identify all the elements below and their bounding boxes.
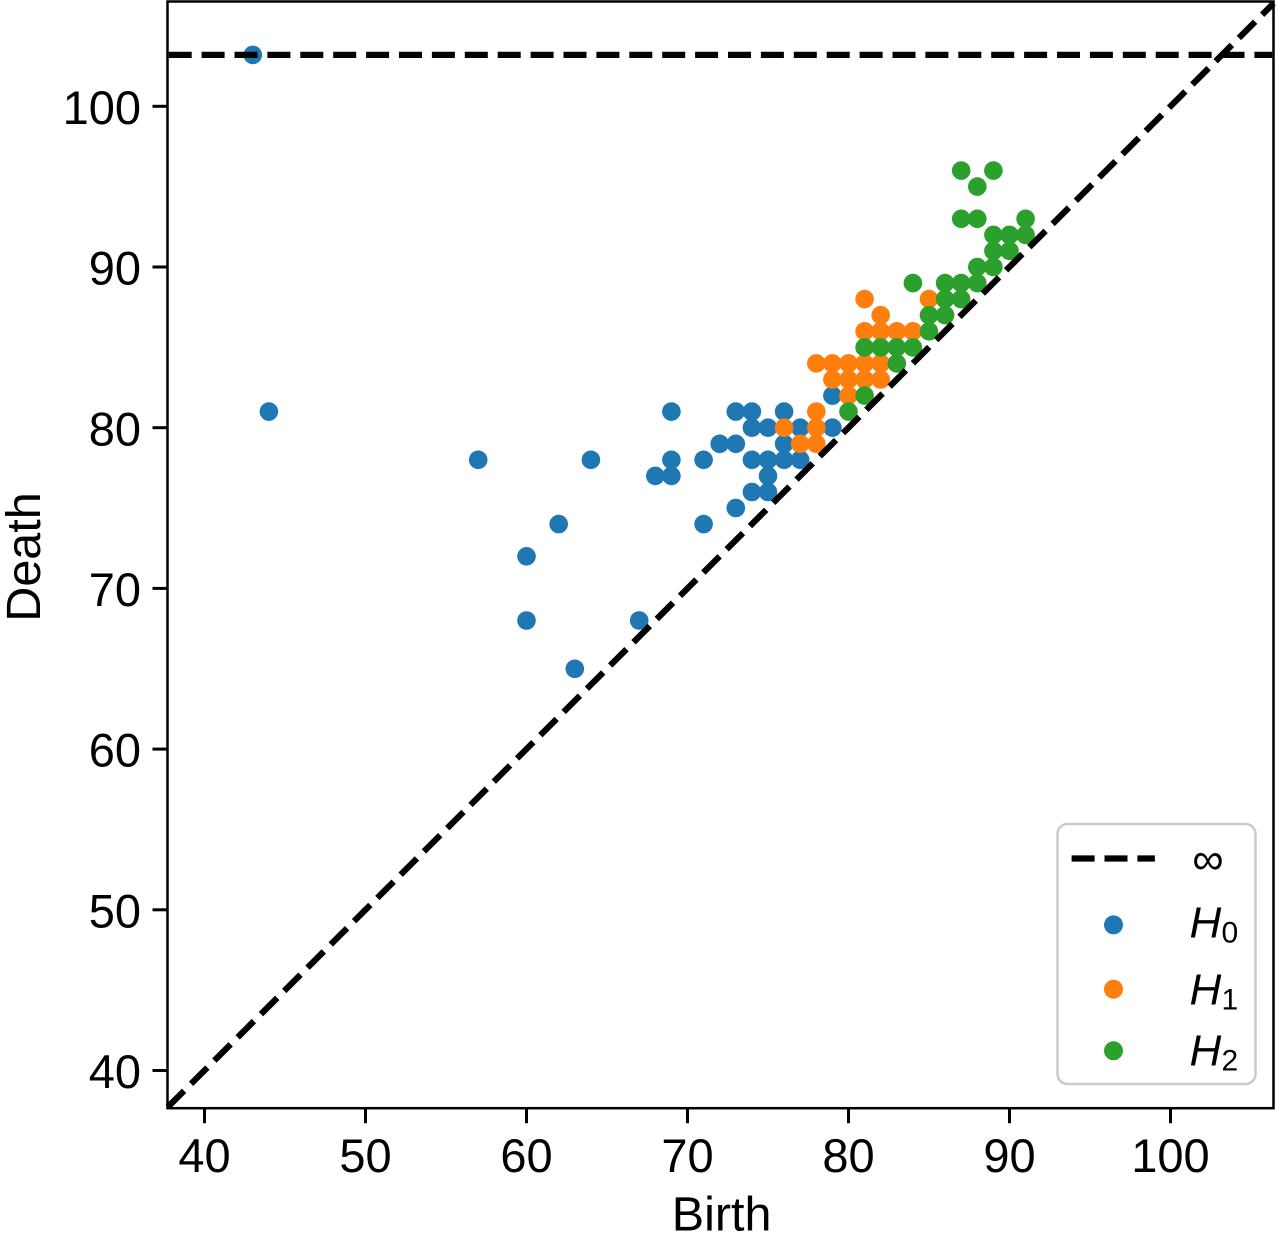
svg-text:100: 100 <box>1131 1129 1209 1182</box>
svg-text:90: 90 <box>983 1129 1035 1182</box>
svg-text:60: 60 <box>89 724 141 777</box>
svg-text:90: 90 <box>89 242 141 295</box>
svg-text:40: 40 <box>178 1129 230 1182</box>
svg-text:1: 1 <box>1222 984 1239 1017</box>
svg-text:80: 80 <box>822 1129 874 1182</box>
svg-text:70: 70 <box>661 1129 713 1182</box>
svg-text:50: 50 <box>339 1129 391 1182</box>
svg-text:Death: Death <box>0 492 51 621</box>
svg-text:100: 100 <box>63 81 141 134</box>
svg-text:0: 0 <box>1222 917 1239 950</box>
svg-text:50: 50 <box>89 884 141 937</box>
svg-text:∞: ∞ <box>1192 835 1223 884</box>
svg-text:H: H <box>1190 899 1222 948</box>
svg-text:H: H <box>1190 966 1222 1015</box>
svg-text:40: 40 <box>89 1045 141 1098</box>
svg-text:H: H <box>1190 1026 1222 1075</box>
svg-text:2: 2 <box>1222 1044 1239 1077</box>
svg-text:70: 70 <box>89 563 141 616</box>
svg-text:60: 60 <box>500 1129 552 1182</box>
svg-text:80: 80 <box>89 402 141 455</box>
svg-text:Birth: Birth <box>672 1187 772 1238</box>
